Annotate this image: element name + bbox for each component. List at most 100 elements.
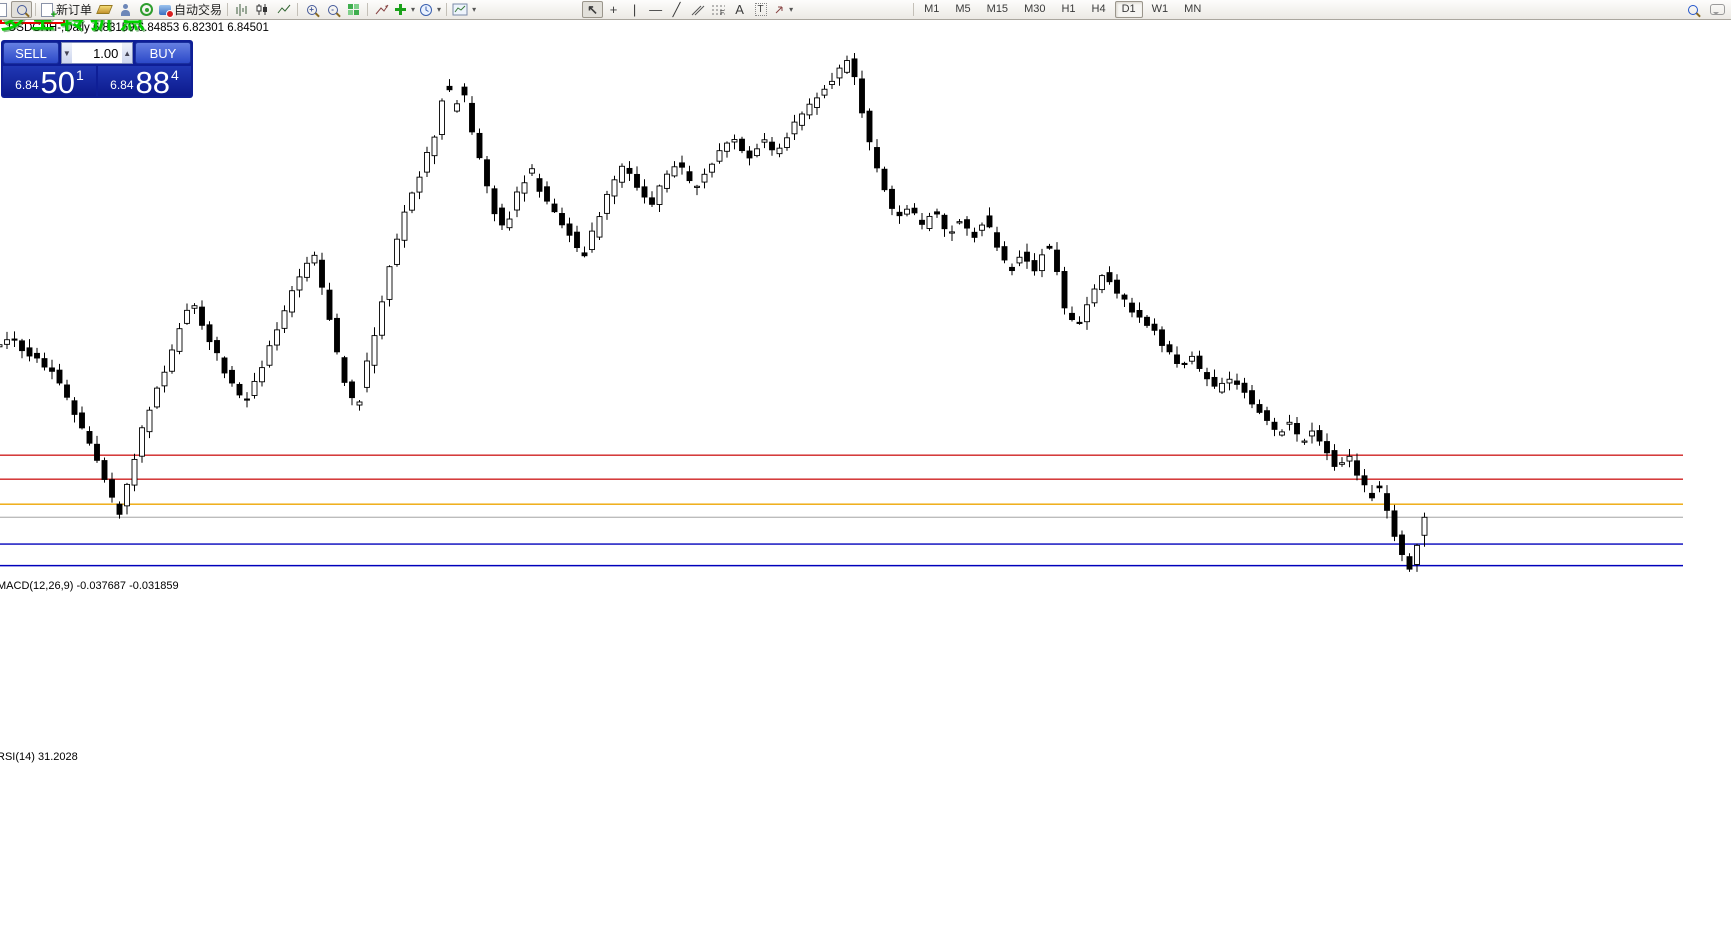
tile-windows-button[interactable] (343, 1, 364, 18)
auto-trading-icon (159, 4, 175, 18)
magnifier-window-icon (16, 4, 27, 15)
svg-text:F: F (720, 10, 724, 16)
channel-icon (691, 5, 704, 15)
candlestick-chart-button[interactable] (252, 1, 273, 18)
template-chart-icon (452, 3, 468, 16)
text-icon: A (735, 2, 744, 17)
eraser-icon (96, 5, 113, 14)
crosshair-icon: + (609, 2, 618, 17)
crosshair-tool-button[interactable]: + (603, 1, 624, 18)
rsi-indicator-label: RSI(14) 31.2028 (0, 751, 78, 763)
templates-button[interactable]: ▾ (450, 1, 478, 18)
indicator-arrow-icon (375, 4, 388, 15)
volume-input[interactable] (71, 43, 123, 63)
toolbar: + 新订单 自动交易 + - ▾ ▾ ▾ ↖ + | — ╱ F A T ▾ M… (0, 0, 1731, 20)
macd-indicator-label: MACD(12,26,9) -0.037687 -0.031859 (0, 580, 179, 592)
horizontal-line-tool-button[interactable]: — (645, 1, 666, 18)
timeframe-button-MN[interactable]: MN (1184, 3, 1202, 15)
bar-chart-button[interactable] (231, 1, 252, 18)
zoom-in-button[interactable]: + (301, 1, 322, 18)
chevron-down-icon: ▾ (437, 5, 442, 14)
sell-price-sup: 1 (76, 67, 84, 83)
trendline-icon: ╱ (672, 1, 681, 17)
chat-icon[interactable] (1710, 4, 1725, 15)
sell-price-small: 6.84 (15, 78, 39, 92)
signal-icon (140, 3, 154, 16)
label-tool-button[interactable]: T (750, 1, 771, 18)
volume-stepper: ▼ ▲ (61, 42, 133, 64)
new-chart-button[interactable] (0, 1, 11, 18)
data-window-button[interactable] (11, 1, 32, 18)
trendline-tool-button[interactable]: ╱ (666, 1, 687, 18)
buy-price-display[interactable]: 6.84 88 4 (98, 65, 191, 100)
sell-button[interactable]: SELL (3, 42, 59, 64)
timeframe-button-D1[interactable]: D1 (1114, 1, 1143, 18)
cursor-icon: ↖ (587, 1, 599, 17)
horizontal-line-icon: — (649, 2, 663, 17)
buy-button[interactable]: BUY (135, 42, 191, 64)
zoom-in-icon: + (306, 4, 317, 15)
new-order-label: 新订单 (56, 3, 93, 17)
channel-tool-button[interactable] (687, 1, 708, 18)
search-icon[interactable] (1688, 4, 1698, 15)
buy-price-big: 88 (135, 65, 171, 100)
zoom-out-button[interactable]: - (322, 1, 343, 18)
main-price-pane[interactable] (0, 52, 1683, 572)
label-icon: T (754, 3, 767, 16)
fibonacci-tool-button[interactable]: F (708, 1, 729, 18)
timeframe-button-M5[interactable]: M5 (955, 3, 971, 15)
fibonacci-icon: F (712, 5, 726, 16)
cursor-tool-button[interactable]: ↖ (582, 1, 604, 18)
chart-symbol-title: USDCNH-,Daily 6.83159 6.84853 6.82301 6.… (8, 22, 269, 34)
vertical-line-icon: | (632, 2, 637, 17)
add-indicator-button[interactable]: ▾ (392, 1, 417, 18)
timeframe-button-M30[interactable]: M30 (1024, 3, 1046, 15)
person-icon (120, 3, 131, 16)
sell-price-display[interactable]: 6.84 50 1 (3, 65, 96, 100)
line-chart-icon (277, 4, 290, 14)
arrows-icon (775, 6, 783, 13)
timeframe-button-W1[interactable]: W1 (1151, 3, 1169, 15)
new-order-button[interactable]: + 新订单 (39, 1, 94, 20)
timeframe-button-M15[interactable]: M15 (986, 3, 1009, 15)
buy-price-sup: 4 (171, 67, 179, 83)
toolbar-separator (297, 3, 299, 16)
one-click-trading-panel: SELL ▼ ▲ BUY 6.84 50 1 6.84 88 4 (1, 40, 193, 98)
timeframe-button-M1[interactable]: M1 (924, 3, 940, 15)
vertical-line-tool-button[interactable]: | (624, 1, 645, 18)
volume-down-button[interactable]: ▼ (62, 43, 72, 63)
candlestick-series (0, 52, 1428, 572)
new-order-icon: + (41, 2, 57, 20)
clock-icon (420, 3, 433, 16)
timeframe-button-H4[interactable]: H4 (1091, 3, 1106, 15)
text-tool-button[interactable]: A (729, 1, 750, 18)
chevron-down-icon: ▾ (789, 5, 794, 14)
zoom-out-icon: - (327, 4, 338, 15)
volume-up-button[interactable]: ▲ (122, 43, 132, 63)
chart-window-icon (0, 2, 7, 17)
periods-button[interactable]: ▾ (417, 1, 443, 18)
arrows-tool-button[interactable]: ▾ (771, 1, 795, 18)
chevron-down-icon: ▾ (411, 5, 416, 14)
candlestick-icon (256, 4, 267, 15)
tile-windows-icon (348, 4, 360, 15)
sell-price-big: 50 (40, 65, 76, 100)
metaeditor-button[interactable] (94, 1, 115, 18)
line-chart-button[interactable] (273, 1, 294, 18)
bar-chart-icon (236, 4, 247, 16)
timeframe-group: M1 M5 M15 M30 H1 H4 D1 W1 MN (917, 1, 1208, 18)
toolbar-separator (446, 3, 448, 16)
signals-button[interactable] (136, 1, 157, 18)
toolbar-separator (35, 3, 36, 16)
toolbar-separator (227, 3, 229, 16)
buy-price-small: 6.84 (110, 78, 134, 92)
auto-trading-button[interactable]: 自动交易 (157, 1, 224, 18)
toolbar-separator (913, 3, 915, 16)
indicators-button[interactable] (371, 1, 392, 18)
timeframe-button-H1[interactable]: H1 (1061, 3, 1076, 15)
chevron-down-icon: ▾ (472, 5, 477, 14)
market-button[interactable] (115, 1, 136, 18)
auto-trading-label: 自动交易 (174, 3, 223, 17)
add-indicator-icon (395, 4, 407, 15)
